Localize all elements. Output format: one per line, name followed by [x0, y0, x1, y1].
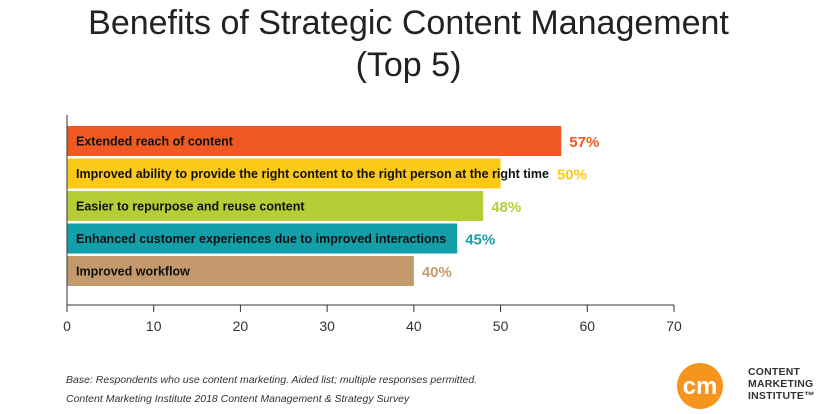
chart-title: Benefits of Strategic Content Management…	[0, 2, 817, 86]
bar-label-2: Improved ability to provide the right co…	[76, 167, 549, 181]
value-label-2: 50%	[557, 167, 587, 184]
chart-title-line-1: Benefits of Strategic Content Management	[88, 4, 729, 42]
logo-line-1: CONTENT	[748, 366, 801, 378]
logo-line-3: INSTITUTE™	[748, 390, 815, 402]
x-tick-label-60: 60	[579, 318, 595, 334]
logo-circle	[677, 363, 723, 409]
x-tick-label-30: 30	[319, 318, 335, 334]
logo-wordmark: CONTENT MARKETING INSTITUTE™	[748, 366, 815, 402]
x-tick-label-50: 50	[493, 318, 509, 334]
bar-chart: Extended reach of content 57% Improved abi…	[63, 115, 682, 334]
bar-3	[67, 191, 484, 221]
logo-line-2: MARKETING	[748, 378, 814, 390]
value-label-1: 57%	[569, 134, 599, 151]
bar-5	[67, 256, 414, 286]
x-tick-label-20: 20	[233, 318, 249, 334]
value-label-5: 40%	[422, 264, 452, 281]
base-note: Base: Respondents who use content market…	[66, 374, 478, 386]
x-tick-label-0: 0	[63, 318, 71, 334]
chart-title-line-2: (Top 5)	[355, 46, 462, 84]
bar-4	[67, 223, 458, 254]
source-note: Content Marketing Institute 2018 Content…	[66, 393, 410, 405]
value-label-3: 48%	[491, 199, 521, 216]
bar-label-1: Extended reach of content	[76, 135, 234, 149]
bar-1	[67, 126, 562, 156]
bar-label-3: Easier to repurpose and reuse content	[76, 200, 305, 214]
logo-mark: cm	[683, 373, 718, 400]
bar-2	[67, 158, 501, 189]
x-tick-label-10: 10	[146, 318, 162, 334]
x-tick-label-40: 40	[406, 318, 422, 334]
value-label-4: 45%	[465, 232, 495, 249]
bar-label-5: Improved workflow	[76, 265, 190, 279]
bar-label-4: Enhanced customer experiences due to imp…	[76, 232, 446, 246]
x-tick-label-70: 70	[666, 318, 682, 334]
cmi-logo: cm	[677, 363, 723, 409]
